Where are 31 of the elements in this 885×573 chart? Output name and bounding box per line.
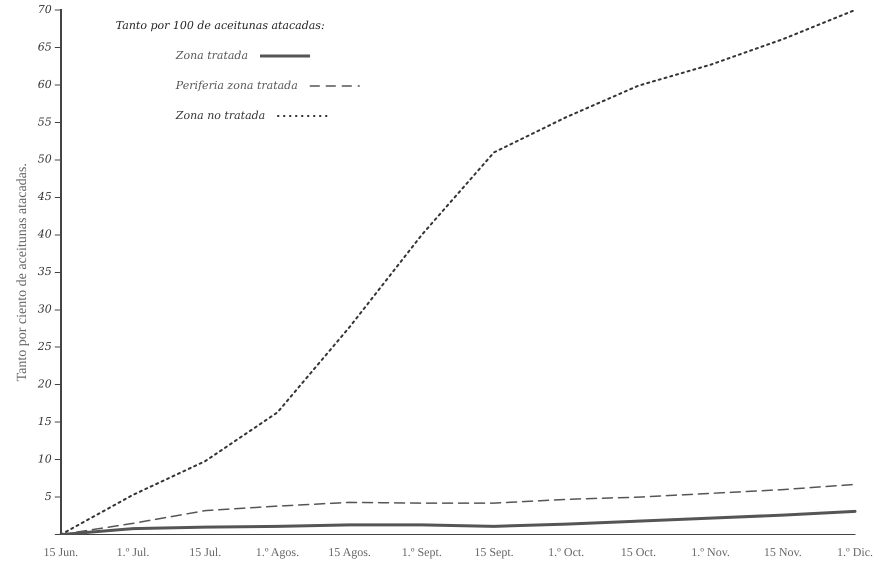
x-tick-label: 1.º Agos. bbox=[256, 544, 300, 559]
y-axis-title: Tanto por ciento de aceitunas atacadas. bbox=[15, 163, 30, 382]
y-tick-label: 25 bbox=[36, 340, 52, 354]
y-tick-label: 55 bbox=[38, 115, 52, 128]
x-tick-label: 15 Jun. bbox=[43, 544, 78, 559]
y-tick-label: 30 bbox=[38, 302, 52, 316]
y-tick-label: 35 bbox=[38, 265, 52, 278]
x-tick-label: 15 Jul. bbox=[189, 544, 222, 559]
y-tick-label: 20 bbox=[36, 378, 52, 391]
legend-title: Tanto por 100 de aceitunas atacadas: bbox=[116, 18, 325, 32]
x-tick-label: 1.º Nov. bbox=[691, 544, 730, 559]
legend-label: Zona tratada bbox=[174, 48, 248, 62]
x-tick-label: 1.º Sept. bbox=[402, 544, 442, 559]
x-tick-label: 15 Sept. bbox=[474, 544, 514, 559]
x-tick-label: 1.º Dic. bbox=[836, 544, 874, 559]
y-tick-label: 70 bbox=[38, 2, 52, 16]
y-tick-label: 40 bbox=[36, 228, 52, 241]
y-tick-label: 45 bbox=[36, 190, 52, 204]
y-tick-label: 10 bbox=[38, 452, 52, 466]
legend-label: Periferia zona tratada bbox=[174, 78, 298, 92]
legend-label: Zona no tratada bbox=[174, 108, 266, 122]
y-tick-label: 65 bbox=[38, 40, 52, 54]
x-tick-label: 1.º Jul. bbox=[116, 544, 150, 559]
x-tick-label: 1.º Oct. bbox=[548, 544, 584, 559]
x-tick-label: 15 Agos. bbox=[328, 544, 371, 559]
y-tick-label: 50 bbox=[38, 152, 52, 166]
x-tick-label: 15 Nov. bbox=[764, 544, 802, 559]
y-tick-label: 5 bbox=[44, 490, 52, 503]
y-tick-label: 60 bbox=[38, 78, 52, 91]
y-tick-label: 15 bbox=[38, 415, 52, 428]
x-tick-label: 15 Oct. bbox=[620, 544, 656, 559]
